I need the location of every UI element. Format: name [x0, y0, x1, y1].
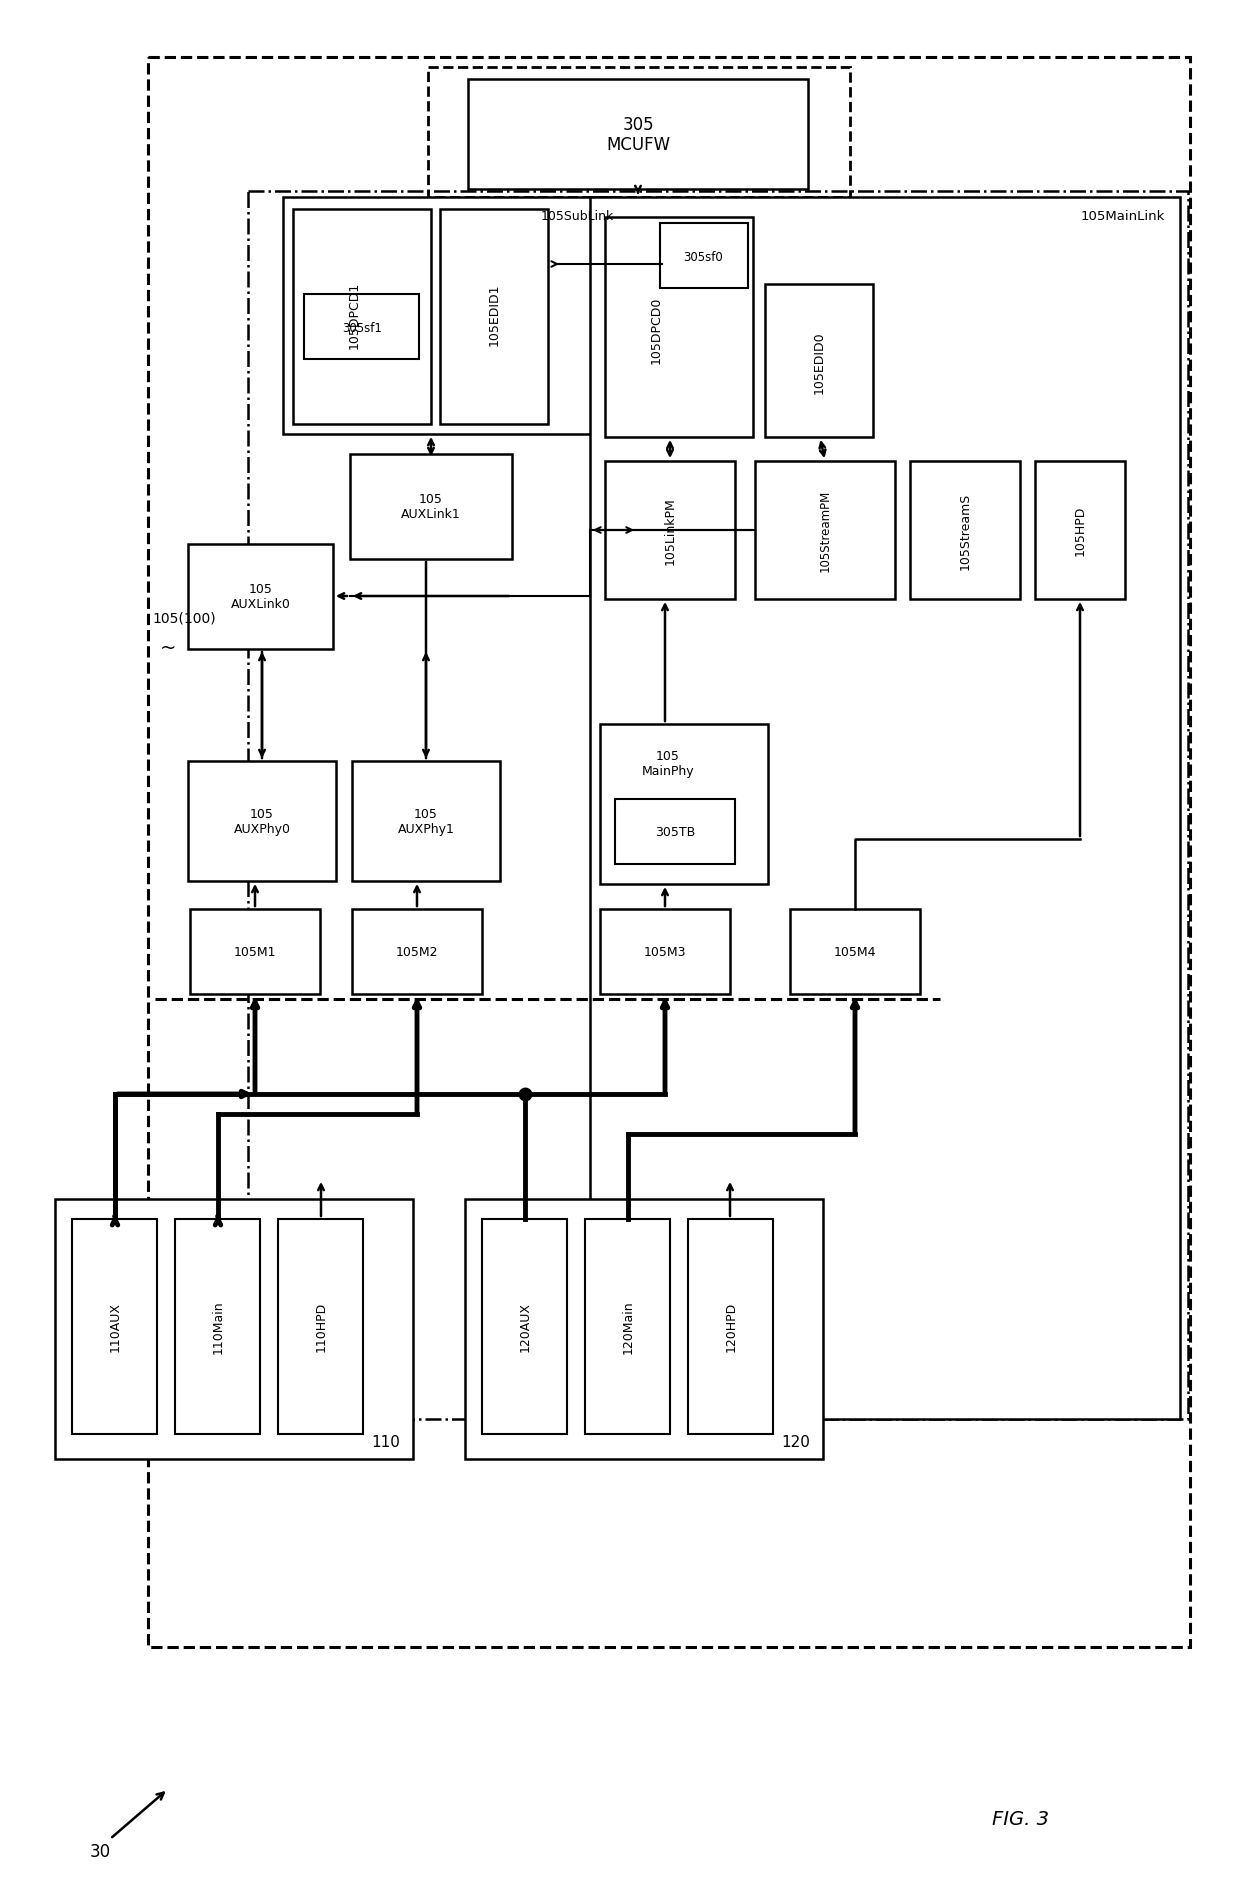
- Text: 120Main: 120Main: [621, 1299, 635, 1353]
- Text: FIG. 3: FIG. 3: [992, 1809, 1049, 1829]
- Bar: [605, 218, 753, 439]
- Bar: [790, 909, 920, 994]
- Bar: [465, 1199, 823, 1459]
- Bar: [467, 79, 808, 190]
- Text: 105LinkPM: 105LinkPM: [663, 497, 677, 565]
- Text: 105EDID0: 105EDID0: [812, 331, 826, 393]
- Text: 105M2: 105M2: [396, 945, 438, 958]
- Bar: [175, 1220, 260, 1434]
- Bar: [765, 284, 873, 439]
- Bar: [190, 909, 320, 994]
- Bar: [1035, 461, 1125, 600]
- Text: 105
AUXLink0: 105 AUXLink0: [231, 583, 291, 610]
- Text: 105M3: 105M3: [644, 945, 686, 958]
- Text: 120AUX: 120AUX: [518, 1300, 532, 1351]
- Text: 105EDID1: 105EDID1: [487, 284, 501, 346]
- Bar: [910, 461, 1021, 600]
- Text: 105M1: 105M1: [234, 945, 277, 958]
- Bar: [440, 211, 548, 425]
- Bar: [688, 1220, 773, 1434]
- Text: 120: 120: [781, 1434, 810, 1449]
- Bar: [283, 198, 620, 435]
- Text: 120HPD: 120HPD: [724, 1300, 738, 1351]
- Bar: [278, 1220, 363, 1434]
- Bar: [428, 68, 849, 198]
- Bar: [482, 1220, 567, 1434]
- Bar: [615, 800, 735, 864]
- Text: 110Main: 110Main: [212, 1299, 224, 1353]
- Text: 105StreamS: 105StreamS: [959, 491, 971, 570]
- Bar: [585, 1220, 670, 1434]
- Text: 105HPD: 105HPD: [1074, 506, 1086, 555]
- Text: ~: ~: [160, 638, 176, 657]
- Text: 105
AUXLink1: 105 AUXLink1: [401, 493, 461, 521]
- Bar: [352, 762, 500, 881]
- Text: 105M4: 105M4: [833, 945, 877, 958]
- Text: 105SubLink: 105SubLink: [541, 211, 614, 222]
- Text: 305
MCUFW: 305 MCUFW: [606, 115, 670, 154]
- Bar: [55, 1199, 413, 1459]
- Text: 305sf1: 305sf1: [342, 322, 382, 335]
- Bar: [188, 762, 336, 881]
- Text: 105
MainPhy: 105 MainPhy: [641, 749, 694, 777]
- Text: 105
AUXPhy0: 105 AUXPhy0: [233, 807, 290, 836]
- Text: 305sf0: 305sf0: [683, 250, 723, 263]
- Bar: [293, 211, 432, 425]
- Bar: [350, 455, 512, 559]
- Text: 110AUX: 110AUX: [109, 1300, 122, 1351]
- Text: 305TB: 305TB: [655, 824, 696, 837]
- Text: 105(100): 105(100): [153, 610, 216, 625]
- Text: 105DPCD0: 105DPCD0: [650, 295, 662, 363]
- Bar: [304, 295, 419, 359]
- Bar: [248, 192, 1188, 1419]
- Bar: [660, 224, 748, 288]
- Text: 110: 110: [371, 1434, 401, 1449]
- Text: 30: 30: [89, 1842, 110, 1859]
- Bar: [755, 461, 895, 600]
- Bar: [590, 198, 1180, 1419]
- Bar: [605, 461, 735, 600]
- Bar: [148, 58, 1190, 1647]
- Text: 105
AUXPhy1: 105 AUXPhy1: [398, 807, 454, 836]
- Bar: [188, 544, 334, 649]
- Text: 105MainLink: 105MainLink: [1080, 211, 1166, 222]
- Text: 105StreamPM: 105StreamPM: [818, 489, 832, 572]
- Text: 110HPD: 110HPD: [315, 1300, 327, 1351]
- Text: 105DPCD1: 105DPCD1: [347, 280, 361, 348]
- Bar: [72, 1220, 157, 1434]
- Bar: [600, 909, 730, 994]
- Bar: [600, 725, 768, 885]
- Bar: [352, 909, 482, 994]
